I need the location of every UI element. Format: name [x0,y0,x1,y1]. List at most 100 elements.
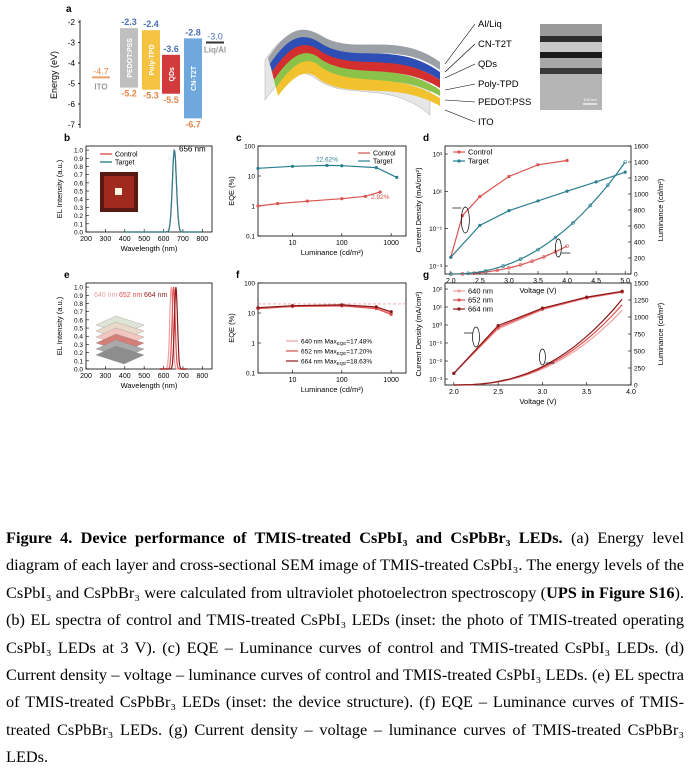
layer-name: Liq/Al [204,46,226,55]
wf-value: -3.0 [207,32,223,42]
ytick-label: 10⁻² [429,359,443,366]
max-eqe-target: 22.62% [316,157,338,164]
scalebar-label: 100 nm [583,97,597,102]
luminance-point [623,160,627,164]
lumo-value: -2.4 [143,19,159,29]
luminance-652-nm [453,304,623,386]
legend-entry: 640 nm [94,292,118,299]
panel-label: b [64,133,70,144]
homo-value: -5.2 [121,89,137,99]
ytick-label: 10¹ [433,305,443,312]
ytick-label: 0.1 [246,371,255,378]
ytick-label: 0.1 [246,234,255,241]
panel-a-yticks: -2 -3 -4 -5 -6 -7 [68,18,80,130]
jv-664-nm-point [585,295,589,299]
panel-label: e [64,270,70,281]
legend-entry: 664 nm [144,292,168,299]
series-target-point [340,164,344,168]
legend-entry: 652 nm MaxEQE=17.20% [301,349,372,357]
legend-entry: Target [115,160,135,167]
luminance-point [483,268,488,273]
series-control-point [305,199,309,203]
ytick-label: 0.8 [74,164,83,171]
panel-a-label: a [66,4,72,15]
plot-frame [257,282,407,374]
xtick-label: 3.0 [504,278,514,285]
ytick-label: 10⁻¹ [429,226,443,233]
jv-control-point [536,163,540,167]
stack-leader [444,99,476,103]
xaxis-label: Voltage (V) [519,286,557,295]
legend-entry: 640 nm [468,287,493,296]
jv-curve-marker [460,206,470,234]
xtick-label: 300 [100,373,112,380]
homo-value: -5.3 [143,91,159,101]
stack-label: PEDOT:PSS [478,97,531,108]
jv-target-point [623,170,627,174]
y2tick-label: 1600 [634,144,649,151]
y2tick-label: 600 [634,224,645,231]
xaxis-label: Luminance (cd/m²) [301,385,364,394]
xaxis-label: Luminance (cd/m²) [301,248,364,257]
yaxis-label: EQE (%) [227,313,236,343]
jv-control [450,159,568,258]
figure-caption: Figure 4. Device performance of TMIS-tre… [6,524,684,771]
panel-g: g 2.0 2.5 3.0 3.5 4.0 10⁻³ 10⁻² 10⁻¹ 10⁰ 10¹ 10² 0 25… [414,270,665,406]
energy-bar-QDs [162,54,180,94]
ytick-label: 0.2 [74,213,83,220]
stack-leader [444,83,476,91]
peak-annotation: 656 nm [179,145,206,154]
series-target-point [256,166,260,170]
wf-value: -4.7 [93,66,109,76]
stack-leader [444,63,476,79]
jv-target [450,171,626,258]
ytick-label: 10⁰ [432,322,442,330]
jv-target-point [478,223,482,227]
xtick-label: 1000 [383,377,399,384]
ytick-label: 10 [248,311,256,318]
sem-image: 100 nm [540,24,602,110]
stack-label: ITO [478,117,494,128]
energy-level-bars: -4.7 ITO -2.3 -5.2 PEDOT:PSS -2.4 -5.3 Poly-TPD… [92,17,226,129]
xtick-label: 700 [177,373,189,380]
a-ytick-label: -4 [68,59,76,68]
y2tick-label: 1000 [634,315,649,322]
plot-frame [257,145,407,237]
plot-frame [85,282,213,370]
stack-layer-labels: Al/Liq CN-T2T QDs Poly-TPD PEDOT:PSS ITO [444,19,531,128]
legend-entry: Control [373,151,396,158]
caption-part2: ). (b) EL spectra of control and TMIS-tr… [6,582,684,767]
xtick-label: 800 [196,236,208,243]
panel-label: g [423,270,429,281]
xtick-label: 100 [336,377,348,384]
y2tick-label: 500 [634,349,645,356]
luminance-point [449,272,453,276]
xtick-label: 200 [80,373,92,380]
ytick-label: 1.0 [74,285,83,292]
ytick-label: 0.6 [74,180,83,187]
xtick-label: 10 [289,377,297,384]
ytick-label: 0.0 [74,367,83,374]
y2tick-label: 1400 [634,160,649,167]
legend-entry: Target [468,157,490,166]
ytick-label: 10⁻³ [429,377,443,384]
y2tick-label: 0 [634,272,638,279]
legend-entry: 664 nm MaxEQE=18.63% [301,359,372,367]
series-control-point [256,204,260,208]
layer-name: QDs [169,67,176,82]
jv-664-nm-point [620,289,624,293]
xtick-label: 1000 [383,240,399,247]
layer-name: PEDOT:PSS [127,38,134,78]
legend-entry: Target [373,159,393,166]
yaxis-label: EL Intensity (a.u.) [55,296,64,355]
stack-leader [444,43,476,73]
legend-entry: 664 nm [468,305,493,314]
ytick-label: 0.0 [74,230,83,237]
stack-label: CN-T2T [478,39,512,50]
ytick-label: 0.6 [74,317,83,324]
yaxis-label: Current Density (mA/cm²) [414,291,423,377]
ytick-label: 10 [248,174,256,181]
lumo-value: -2.8 [185,27,201,37]
